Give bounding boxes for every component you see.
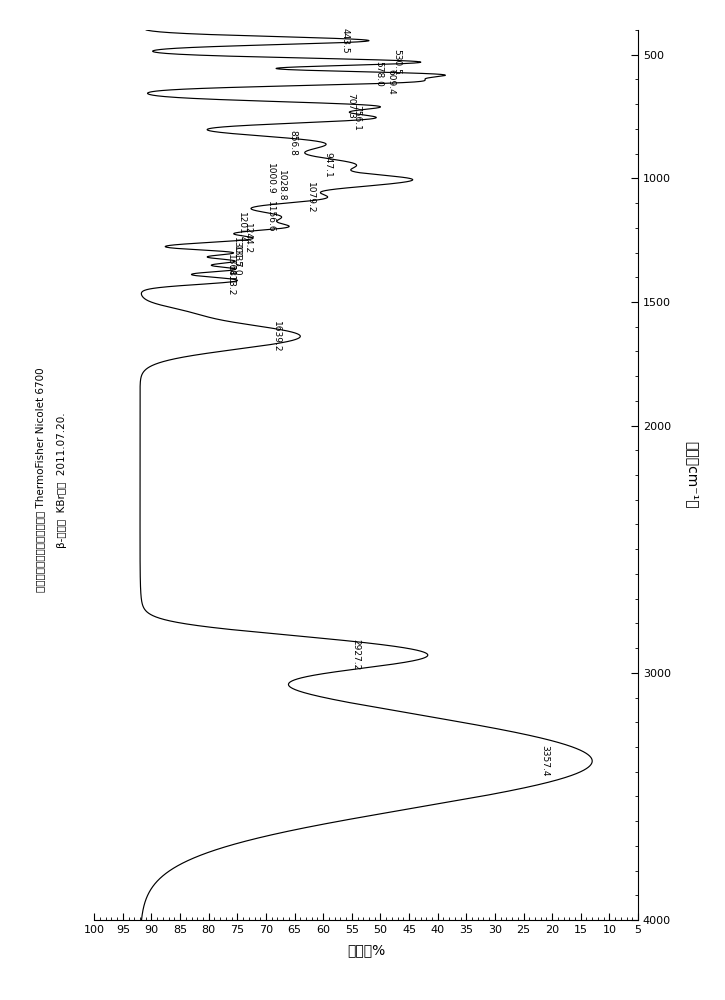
Text: 947.1: 947.1 [323,152,332,178]
Text: 1368.1: 1368.1 [226,254,235,285]
Text: 756.1: 756.1 [352,105,361,131]
Text: 578.0: 578.0 [375,61,384,87]
Text: β-环糊精  KBr压片  2011.07.20.: β-环糊精 KBr压片 2011.07.20. [57,412,67,548]
Text: 1244.2: 1244.2 [243,223,252,254]
Text: 中科院成都分院分析测试中心 ThermoFisher Nicolet 6700: 中科院成都分院分析测试中心 ThermoFisher Nicolet 6700 [35,368,45,592]
Text: 1413.2: 1413.2 [226,265,235,296]
Text: 2927.2: 2927.2 [352,639,361,670]
Text: 707.3: 707.3 [346,93,355,119]
Y-axis label: 波数（cm⁻¹）: 波数（cm⁻¹） [685,441,699,509]
Text: 530.5: 530.5 [392,49,401,75]
X-axis label: 率透光%: 率透光% [347,943,385,957]
Text: 1079.2: 1079.2 [306,182,315,214]
Text: 609.4: 609.4 [386,69,395,95]
Text: 856.8: 856.8 [289,130,298,156]
Text: 1639.2: 1639.2 [272,321,281,352]
Text: 1301.7: 1301.7 [231,237,241,269]
Text: 3357.4: 3357.4 [541,745,550,777]
Text: 1335.0: 1335.0 [231,245,241,277]
Text: 443.5: 443.5 [340,28,349,54]
Text: 1201.4: 1201.4 [237,212,247,244]
Text: 1028.8: 1028.8 [278,170,286,201]
Text: 1156.6: 1156.6 [266,201,275,233]
Text: 1000.9: 1000.9 [266,163,275,194]
